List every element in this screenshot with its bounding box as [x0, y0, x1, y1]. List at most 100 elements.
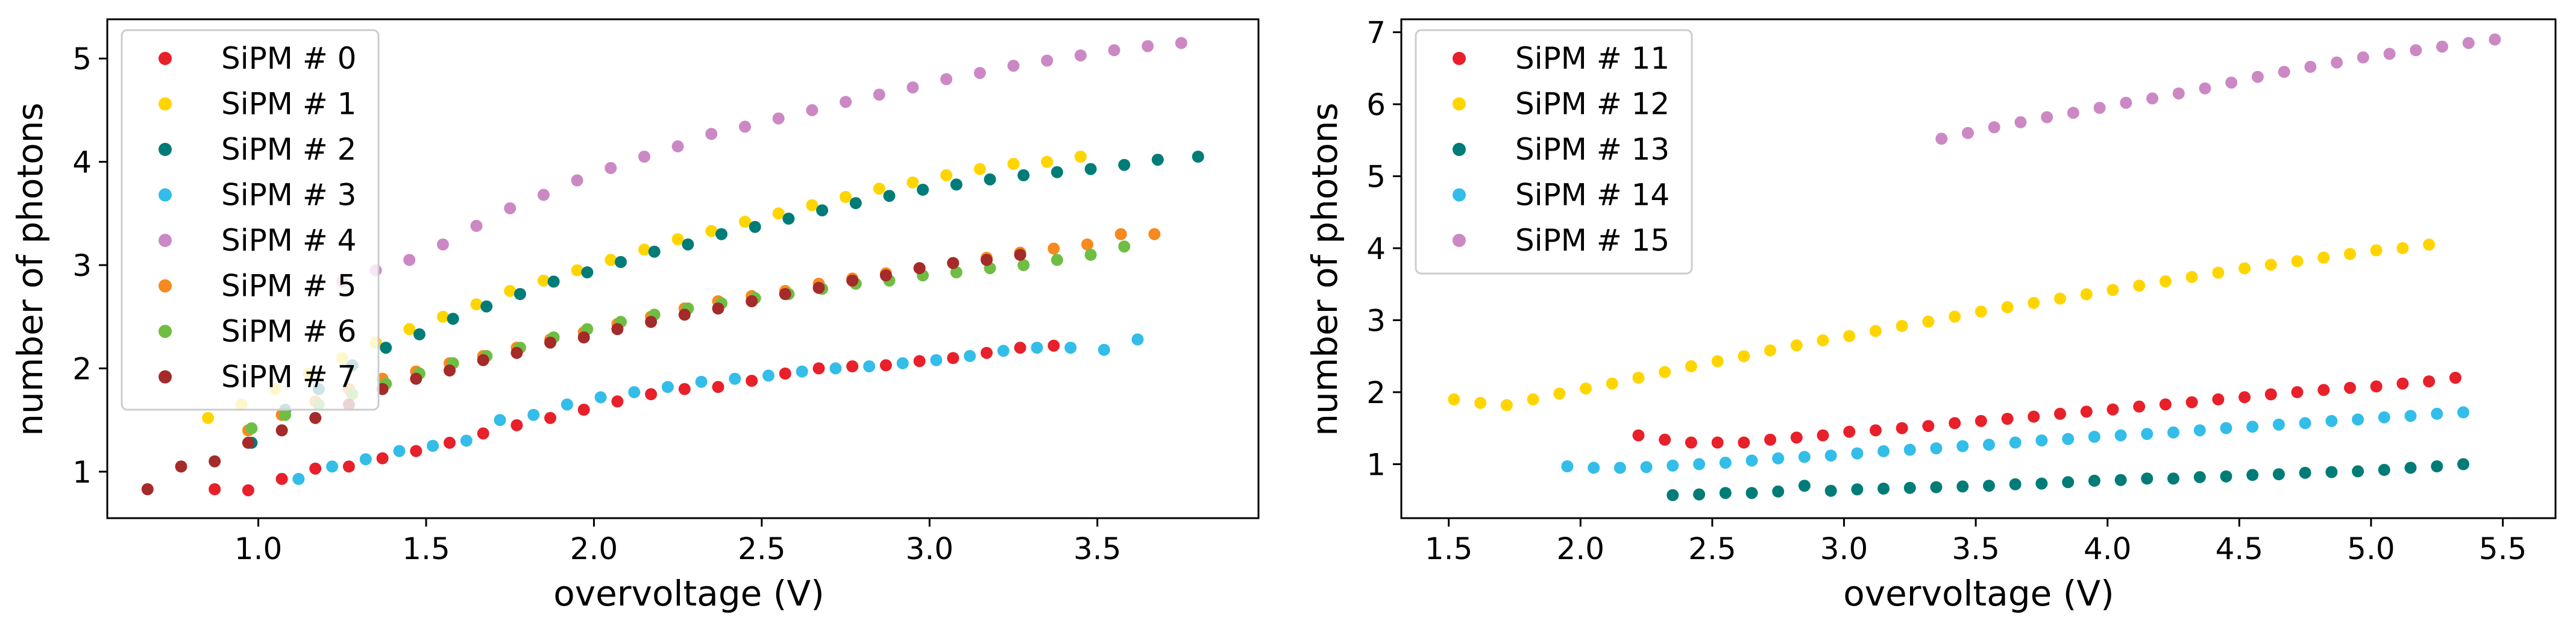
data-point: [2001, 301, 2014, 313]
data-point: [1930, 442, 1943, 455]
data-point: [413, 328, 426, 340]
data-point: [2014, 116, 2027, 128]
data-point: [772, 112, 785, 125]
data-point: [1131, 333, 1144, 346]
data-point: [1108, 44, 1120, 57]
data-point: [1081, 238, 1093, 251]
data-point: [2457, 406, 2469, 419]
data-point: [739, 216, 751, 228]
legend-item: SiPM # 14: [1453, 178, 1670, 213]
data-point: [806, 104, 818, 116]
data-point: [715, 228, 727, 240]
data-point: [1014, 248, 1026, 261]
data-point: [1014, 342, 1026, 354]
data-point: [2378, 463, 2390, 476]
data-point: [1817, 334, 1829, 346]
x-tick-label: 3.5: [1952, 531, 2000, 566]
data-point: [873, 89, 885, 101]
data-point: [2193, 471, 2206, 483]
data-point: [940, 73, 953, 86]
data-point: [812, 362, 825, 375]
data-point: [444, 364, 456, 377]
data-point: [746, 375, 758, 387]
data-point: [712, 381, 724, 393]
legend-marker: [159, 188, 172, 202]
data-point: [242, 484, 254, 496]
x-tick-label: 2.0: [570, 531, 618, 566]
data-point: [749, 221, 761, 233]
data-point: [1667, 459, 1679, 472]
data-point: [671, 140, 684, 152]
data-point: [2299, 466, 2311, 479]
data-point: [275, 424, 288, 437]
data-point: [1074, 151, 1087, 163]
data-point: [2133, 400, 2146, 413]
data-point: [2212, 393, 2225, 405]
data-point: [1148, 228, 1161, 240]
data-point: [504, 202, 517, 214]
x-tick-label: 3.5: [1073, 531, 1122, 566]
data-point: [1118, 158, 1131, 171]
data-point: [209, 483, 221, 495]
data-point: [1896, 422, 1908, 434]
data-point: [527, 408, 540, 421]
data-point: [1930, 481, 1943, 493]
data-point: [2344, 381, 2356, 394]
data-point: [1745, 454, 1758, 467]
legend-label: SiPM # 14: [1515, 178, 1670, 213]
data-point: [1659, 366, 1671, 378]
data-point: [1041, 155, 1054, 168]
data-point: [275, 472, 288, 485]
data-point: [1949, 417, 1961, 430]
data-point: [436, 238, 449, 251]
data-point: [2423, 239, 2436, 251]
data-point: [2114, 474, 2127, 486]
data-point: [746, 295, 758, 307]
legend-label: SiPM # 2: [221, 132, 356, 167]
data-point: [2370, 380, 2383, 393]
y-axis-label: number of photons: [1304, 102, 1345, 436]
data-point: [2114, 429, 2127, 442]
data-point: [2120, 96, 2132, 109]
legend-item: SiPM # 12: [1453, 87, 1670, 122]
data-point: [2167, 472, 2179, 485]
y-tick-label: 4: [72, 145, 92, 180]
data-point: [2067, 107, 2079, 119]
legend-label: SiPM # 4: [221, 223, 356, 258]
data-point: [913, 262, 926, 275]
data-point: [1074, 49, 1087, 61]
data-point: [1527, 393, 1539, 405]
data-point: [806, 199, 818, 211]
data-point: [2317, 384, 2330, 396]
data-point: [2396, 242, 2409, 254]
data-point: [1772, 485, 1785, 498]
legend-item: SiPM # 11: [1453, 41, 1670, 76]
legend-label: SiPM # 13: [1515, 132, 1670, 167]
data-point: [2193, 424, 2206, 437]
legend-label: SiPM # 12: [1515, 87, 1670, 122]
data-point: [1877, 483, 1890, 495]
data-point: [2489, 33, 2501, 46]
data-point: [2159, 275, 2172, 287]
data-point: [141, 483, 154, 495]
data-point: [477, 354, 489, 366]
data-point: [1051, 254, 1063, 266]
series-3-points: [292, 333, 1144, 485]
data-point: [896, 357, 909, 369]
data-point: [913, 355, 926, 368]
data-point: [638, 243, 650, 256]
data-point: [1922, 315, 1935, 328]
legend-marker: [1453, 188, 1466, 202]
data-point: [444, 436, 456, 449]
data-point: [1843, 425, 1856, 438]
data-point: [2383, 48, 2396, 60]
data-point: [1711, 436, 1724, 449]
data-point: [594, 391, 607, 404]
data-point: [849, 197, 862, 210]
data-point: [2331, 56, 2343, 69]
data-point: [1798, 451, 1811, 463]
x-tick-label: 2.5: [738, 531, 786, 566]
data-point: [1098, 343, 1110, 356]
data-point: [2035, 434, 2048, 446]
